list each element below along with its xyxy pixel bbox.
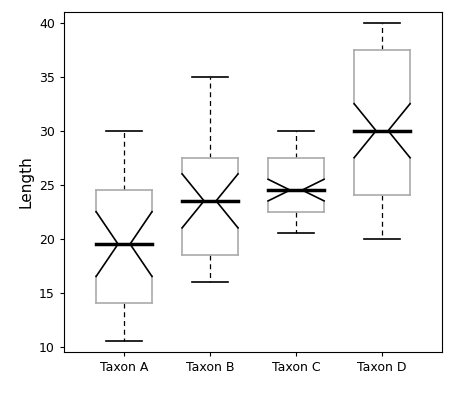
Polygon shape [96, 190, 152, 304]
Polygon shape [354, 50, 409, 196]
Y-axis label: Length: Length [18, 156, 33, 208]
Polygon shape [182, 158, 238, 255]
Polygon shape [268, 158, 324, 212]
